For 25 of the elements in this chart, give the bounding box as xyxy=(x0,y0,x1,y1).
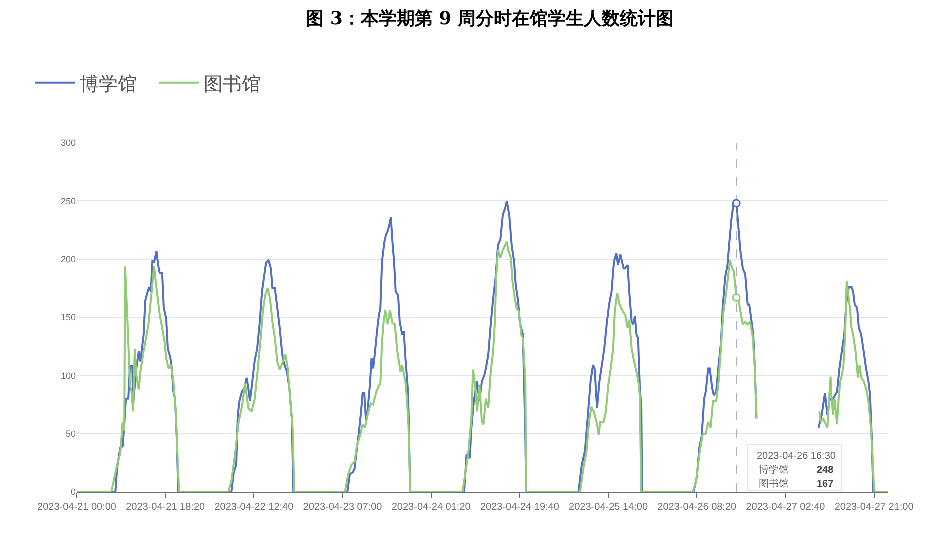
legend-label: 博学馆 xyxy=(80,74,137,96)
annotation: 博学馆 xyxy=(759,464,789,476)
x-tick-label: 2023-04-25 14:00 xyxy=(569,502,648,513)
x-tick-label: 2023-04-23 07:00 xyxy=(303,502,383,513)
x-tick-label: 2023-04-26 08:20 xyxy=(658,502,738,513)
x-tick-label: 2023-04-22 12:40 xyxy=(214,502,294,513)
annotation: 167 xyxy=(817,479,834,490)
x-tick-label: 2023-04-21 00:00 xyxy=(38,502,117,513)
y-tick-label: 0 xyxy=(70,487,76,498)
y-tick-label: 300 xyxy=(60,138,76,148)
y-tick-label: 50 xyxy=(66,428,76,439)
x-tick-label: 2023-04-21 18:20 xyxy=(126,502,206,513)
chart-title: 图 3：本学期第 9 周分时在馆学生人数统计图 xyxy=(306,8,674,30)
x-tick-label: 2023-04-24 01:20 xyxy=(392,502,472,513)
annotation: 图书馆 xyxy=(759,478,789,490)
y-tick-label: 250 xyxy=(60,196,76,206)
x-tick-label: 2023-04-27 21:00 xyxy=(834,502,914,513)
y-tick-label: 200 xyxy=(60,254,76,264)
annotation: 2023-04-26 16:30 xyxy=(757,451,836,462)
y-tick-label: 100 xyxy=(60,370,76,381)
y-tick-label: 150 xyxy=(60,312,76,323)
annotation: 248 xyxy=(817,465,834,476)
x-tick-label: 2023-04-27 02:40 xyxy=(746,502,826,513)
legend-label: 图书馆 xyxy=(204,74,261,96)
x-tick-label: 2023-04-24 19:40 xyxy=(480,502,560,513)
